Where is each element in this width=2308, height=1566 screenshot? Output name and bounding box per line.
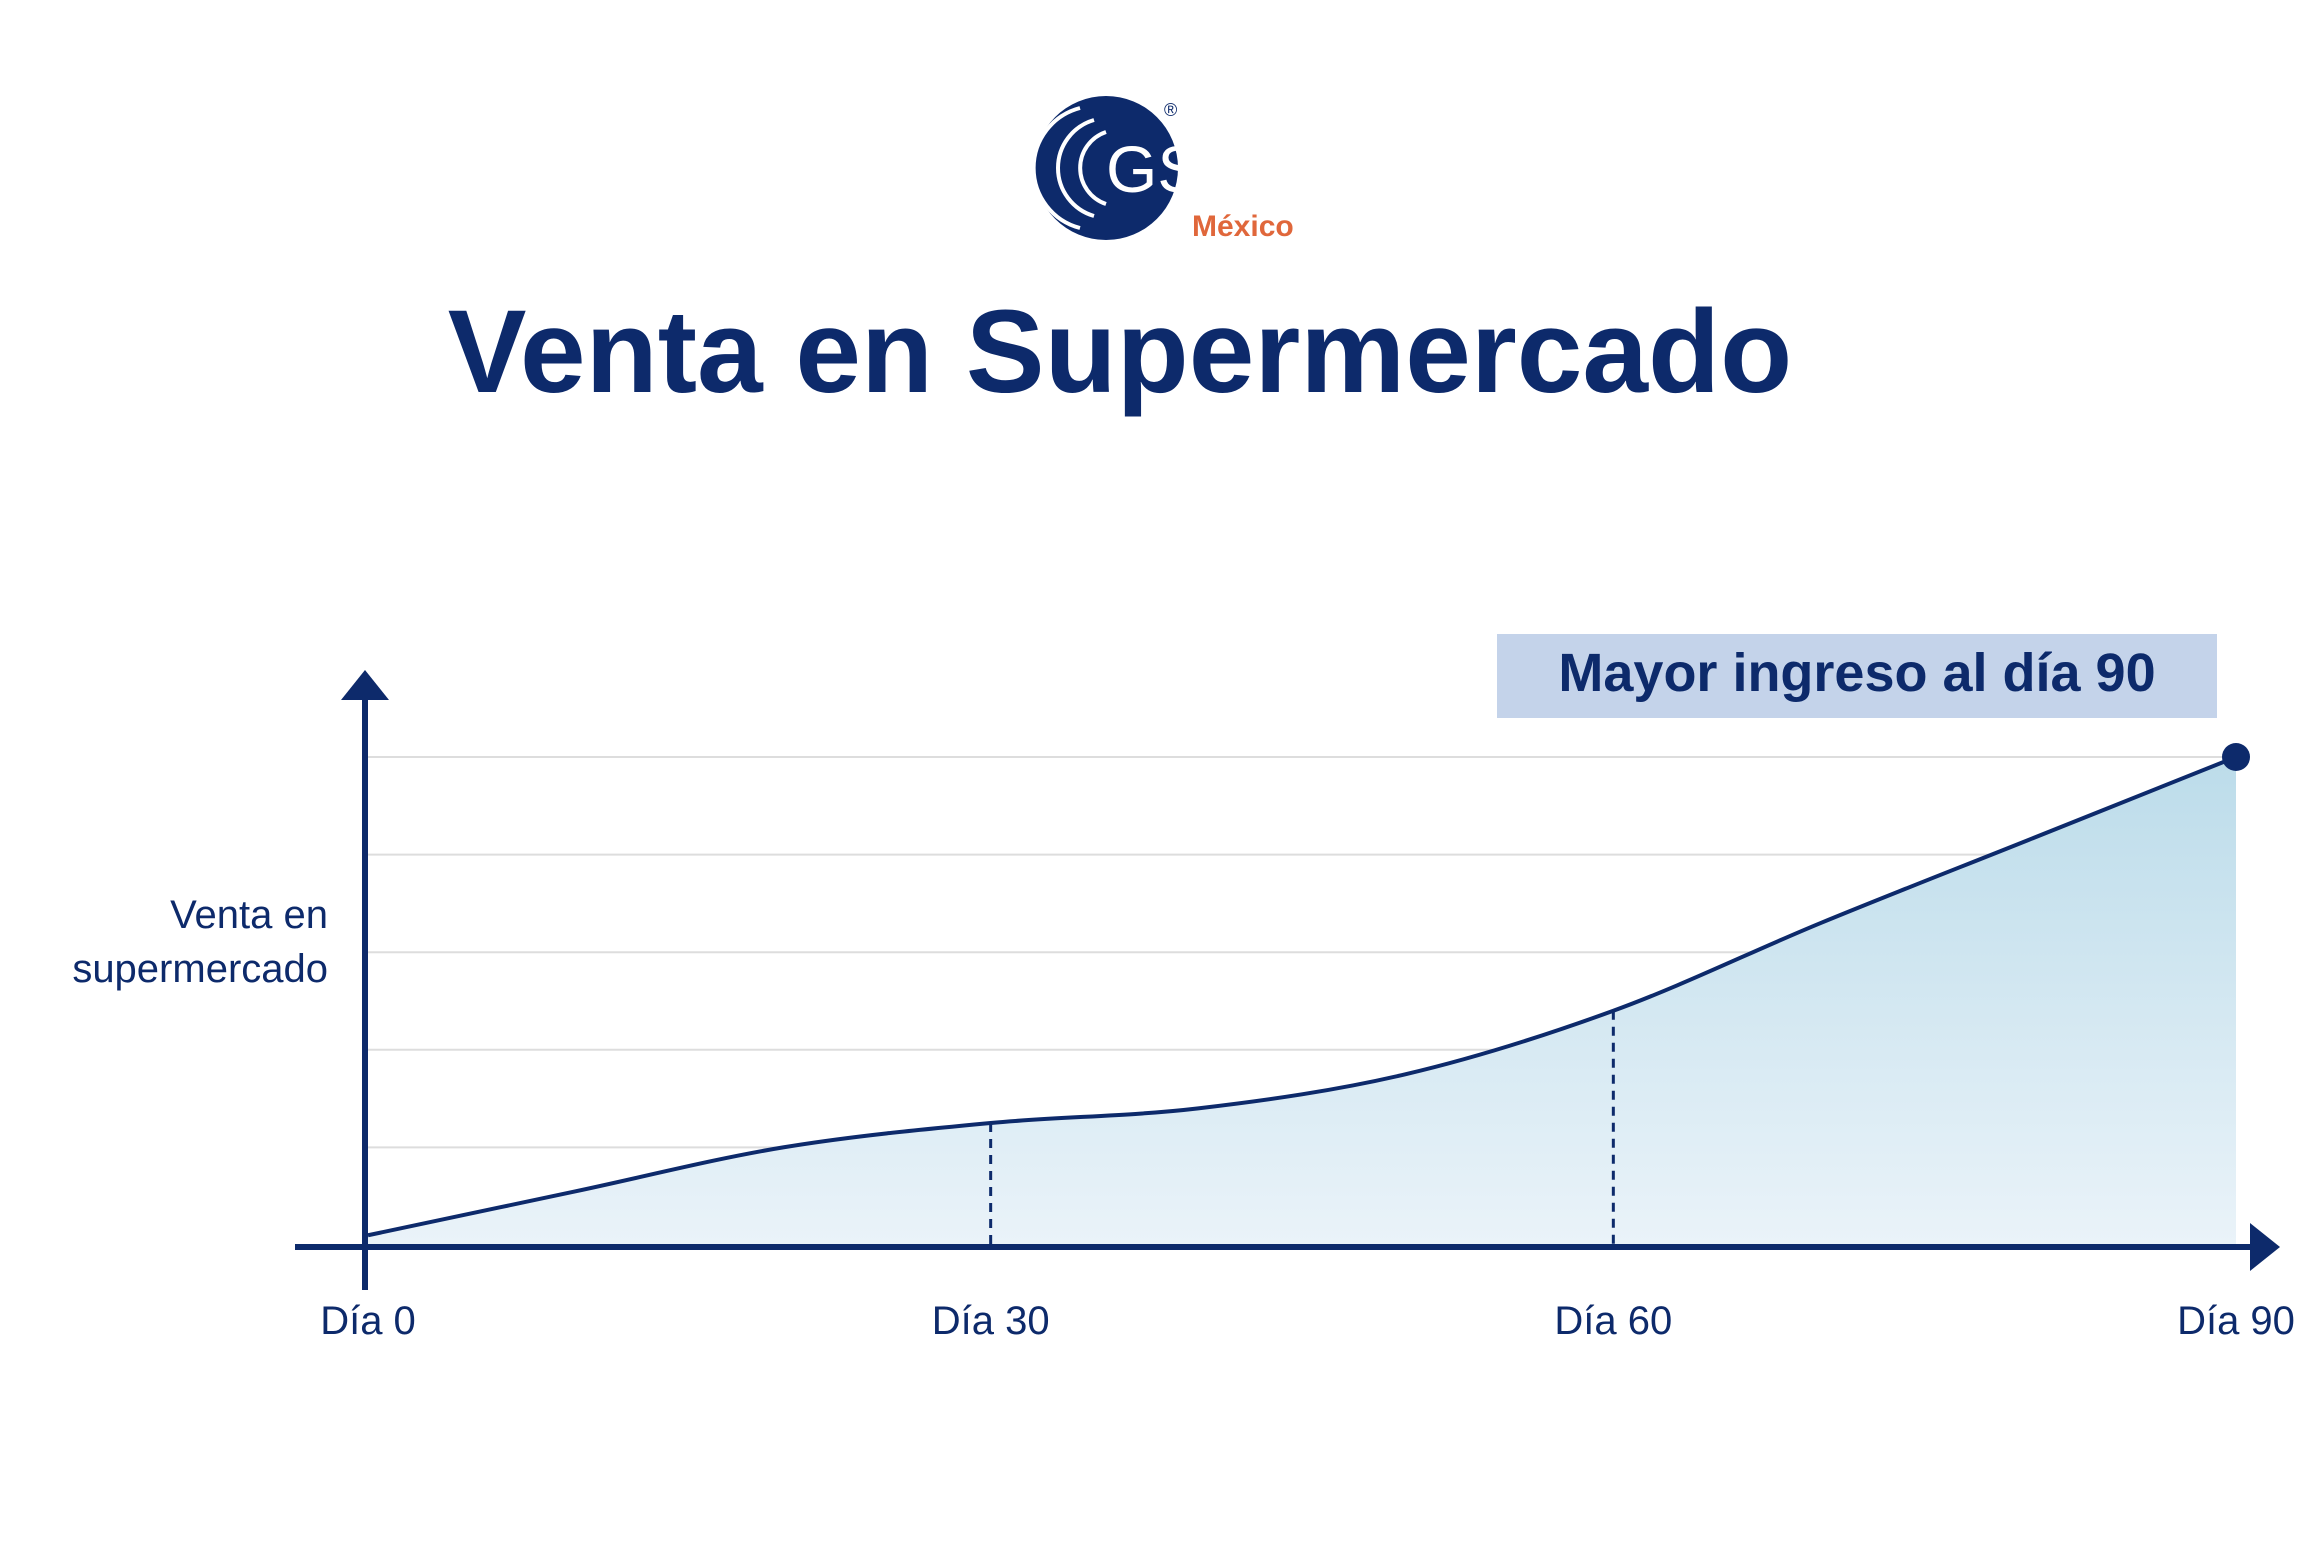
area-series [367,755,2237,1245]
x-axis-arrow [2250,1223,2280,1271]
area-fill [368,757,2236,1245]
annotation-text: Mayor ingreso al día 90 [1558,643,2155,703]
y-axis-arrow [341,670,389,700]
gs1-logo-registered: ® [1164,100,1177,120]
dashed-markers [989,743,2250,1245]
annotation: Mayor ingreso al día 90 [1497,634,2217,718]
endpoint-dot [2222,743,2250,771]
y-axis-label-line-1: Venta en [170,893,328,937]
gs1-logo-region: México [1192,210,1294,243]
chart-title: Venta en Supermercado [448,286,1792,418]
x-tick-labels: Día 0 Día 30 Día 60 Día 90 [320,1299,2295,1343]
gs1-logo-rings [1031,106,1107,230]
x-tick-label: Día 60 [1554,1299,1672,1343]
y-axis-label-line-2: supermercado [72,947,328,991]
gs1-logo: GS1 ® México [1031,96,1294,243]
gs1-logo-wordmark: GS1 [1106,132,1238,206]
annotation-box [1497,634,2217,718]
x-tick-label: Día 0 [320,1299,416,1343]
x-tick-label: Día 30 [932,1299,1050,1343]
series-line [367,755,2237,1238]
x-tick-label: Día 90 [2177,1299,2295,1343]
axes [295,670,2280,1290]
gs1-logo-disc [1034,96,1178,240]
